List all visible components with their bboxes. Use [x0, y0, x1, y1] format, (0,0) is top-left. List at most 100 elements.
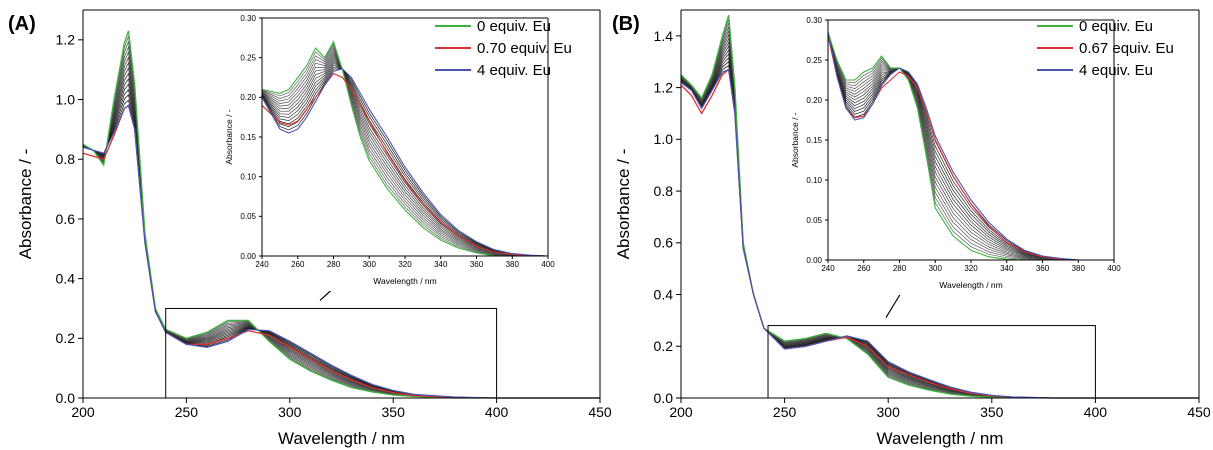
panel-b-inset-y-tick-label: 0.00 [806, 256, 822, 265]
panel-b-inset-titration-curve [827, 31, 1114, 261]
panel-b-legend-label-1: 0.67 equiv. Eu [1079, 40, 1174, 57]
panel-b-main-x-tick-label: 400 [1084, 404, 1108, 420]
panel-b-inset-x-tick-label: 240 [821, 264, 835, 273]
panel-b-inset-plot: 240 260 280 300 320 340 360 380 400 0.00 0.05 0.10 0… [790, 16, 1121, 290]
panel-a-main-series-line-2 [82, 104, 600, 399]
panel-a-inset-x-tick-label: 360 [470, 260, 484, 269]
panel-a-inset-series-line-1 [261, 72, 548, 257]
panel-b-inset-x-tick-label: 280 [893, 264, 907, 273]
panel-b-inset-y-tick-label: 0.25 [806, 56, 822, 65]
panel-b-inset-titration-curve [827, 31, 1114, 261]
panel-a-zoom-box [165, 307, 498, 399]
panel-a-main-x-tick-label: 350 [382, 404, 406, 420]
panel-b-legend-label-2: 4 equiv. Eu [1079, 62, 1153, 79]
panel-b-main-x-tick-label: 200 [669, 404, 693, 420]
panel-b-main-plot: 200 250 300 350 400 450 0.0 0.2 0.4 0.6 0.8 1.0 1.2 1… [614, 9, 1211, 448]
panel-b-inset-bg [788, 15, 1119, 295]
panel-a-main-y-axis-title: Absorbance / - [16, 149, 35, 260]
panel-a-inset-y-axis-title: Absorbance / - [224, 109, 234, 164]
panel-a-inset-titration-curve [261, 62, 549, 257]
panel-a-inset-y-tick-label: 0.20 [240, 93, 256, 102]
panel-a-inset-series-line-2 [261, 68, 549, 257]
panel-b-inset-x-tick-label: 400 [1107, 264, 1121, 273]
panel-a-inset-plot: 240 260 280 300 320 340 360 380 400 0.00 0.05 0.10 0… [224, 14, 555, 286]
panel-a-inset-x-tick-label: 240 [255, 260, 269, 269]
panel-b-inset-x-tick-label: 320 [964, 264, 978, 273]
panel-b-main-y-axis-title: Absorbance / - [614, 149, 633, 260]
panel-b-main-x-axis-title: Wavelength / nm [877, 429, 1004, 448]
panel-b-main-series-line-2 [680, 68, 1199, 399]
panel-a-main-y-tick-label: 1.2 [56, 32, 76, 48]
panel-a-main-x-tick-label: 250 [175, 404, 199, 420]
panel-b-main-x-tick-label: 350 [980, 404, 1004, 420]
panel-b-main-x-tick-label: 250 [773, 404, 797, 420]
panel-a-inset-titration-curve [261, 51, 549, 257]
panel-b-main-y-tick-label: 0.4 [654, 286, 674, 302]
panel-b-main-x-tick-label: 450 [1187, 404, 1211, 420]
panel-a-inset-y-tick-label: 0.25 [240, 53, 256, 62]
panel-b-main-y-tick-label: 1.4 [654, 28, 674, 44]
panel-b-inset-x-tick-label: 380 [1072, 264, 1086, 273]
panel-a-inset-y-tick-label: 0.10 [240, 172, 256, 181]
panel-b-inset-x-tick-label: 300 [929, 264, 943, 273]
panel-b-inset-titration-curve [827, 31, 1114, 261]
panel-b-inset-titration-curve [827, 31, 1114, 261]
panel-b-main-y-tick-label: 0.8 [654, 183, 674, 199]
panel-a-main-y-tick-label: 1.0 [56, 91, 76, 107]
panel-a-main-series-line-0 [82, 30, 600, 399]
panel-a-inset-x-tick-label: 340 [434, 260, 448, 269]
panel-a-inset-x-tick-label: 280 [327, 260, 341, 269]
panel-a-main-y-tick-label: 0.6 [56, 211, 76, 227]
panel-a-inset-x-tick-label: 300 [363, 260, 377, 269]
panel-a-inset-titration-curve [261, 55, 549, 257]
panel-a-inset-titration-curve [261, 53, 549, 257]
panel-b-main-series-line-0 [680, 15, 1199, 399]
panel-b-inset-y-tick-label: 0.30 [806, 16, 822, 25]
panel-b-main-x-tick-label: 300 [877, 404, 901, 420]
panel-a-main-x-tick-label: 450 [588, 404, 612, 420]
panel-a-inset-titration-curve [261, 43, 549, 257]
panel-a-label: (A) [8, 13, 36, 35]
panel-a-inset-x-tick-label: 320 [398, 260, 412, 269]
panel-b-inset-series-line-1 [827, 35, 1114, 261]
panel-a-main-x-tick-label: 200 [71, 404, 95, 420]
panel-b-inset-y-tick-label: 0.10 [806, 176, 822, 185]
panel-b-main-y-tick-label: 0.0 [654, 390, 674, 406]
panel-a-inset-titration-curve [261, 49, 549, 257]
panel-b-zoom-box [767, 325, 1096, 399]
panel-a-main-y-tick-label: 0.4 [56, 271, 76, 287]
panel-a-inset-y-tick-label: 0.30 [240, 14, 256, 23]
panel-b-inset-x-tick-label: 360 [1036, 264, 1050, 273]
panel-a-inset-x-tick-label: 380 [506, 260, 520, 269]
panel-a-inset-x-tick-label: 260 [291, 260, 305, 269]
panel-b-inset-titration-curve [827, 31, 1114, 261]
panel-a-inset-y-tick-label: 0.05 [240, 212, 256, 221]
panel-a-inset-titration-curve [261, 45, 549, 257]
panel-b-inset-x-tick-label: 340 [1000, 264, 1014, 273]
panel-a-inset-x-axis-title: Wavelength / nm [373, 276, 436, 286]
panel-a-main-y-tick-label: 0.8 [56, 151, 76, 167]
panel-b-inset-titration-curve [827, 31, 1114, 261]
panel-b-inset-x-tick-label: 260 [857, 264, 871, 273]
panel-b-inset-y-axis-title: Absorbance / - [790, 112, 800, 167]
panel-b-legend-label-0: 0 equiv. Eu [1079, 18, 1153, 35]
panel-a-main-x-tick-label: 300 [278, 404, 302, 420]
panel-a-inset-titration-curve [261, 47, 549, 257]
panel-a-inset-y-tick-label: 0.00 [240, 252, 256, 261]
panel-b-inset-y-tick-label: 0.20 [806, 96, 822, 105]
panel-a-main-x-axis-title: Wavelength / nm [278, 429, 405, 448]
panel-b-inset-titration-curve [827, 31, 1114, 261]
panel-b-main-y-tick-label: 1.0 [654, 131, 674, 147]
panel-b-inset-y-tick-label: 0.15 [806, 136, 822, 145]
panel-b-inset-x-axis-title: Wavelength / nm [939, 280, 1002, 290]
panel-a-inset-y-tick-label: 0.15 [240, 133, 256, 142]
panel-a-inset-x-tick-label: 400 [541, 260, 555, 269]
panel-b-label: (B) [612, 13, 640, 35]
panel-b-main-y-tick-label: 1.2 [654, 80, 674, 96]
panel-a-legend-label-2: 4 equiv. Eu [477, 62, 551, 79]
panel-b-inset-titration-curve [827, 31, 1114, 261]
panel-b-main-y-tick-label: 0.6 [654, 235, 674, 251]
panel-a-inset-titration-curve [261, 64, 549, 257]
panel-a-legend-label-1: 0.70 equiv. Eu [477, 40, 572, 57]
